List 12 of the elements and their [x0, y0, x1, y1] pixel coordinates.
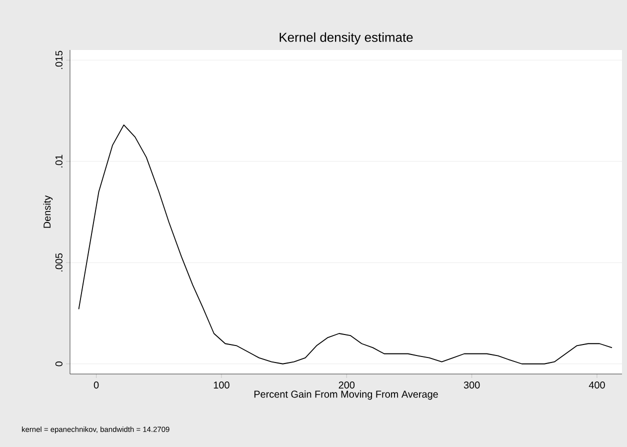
- y-tick-label: .015: [55, 50, 62, 69]
- x-axis-title: Percent Gain From Moving From Average: [254, 390, 438, 400]
- x-tick-label: 200: [338, 382, 355, 389]
- x-tick-label: 100: [214, 382, 230, 389]
- x-tick-label: 300: [464, 382, 480, 389]
- x-tick-label: 0: [94, 382, 99, 389]
- x-tick-label: 400: [588, 382, 605, 389]
- y-tick-label: 0: [55, 361, 62, 366]
- y-tick-label: .01: [55, 154, 62, 168]
- y-tick-label: .005: [55, 253, 62, 272]
- y-axis-title: Density: [43, 195, 53, 228]
- chart-title: Kernel density estimate: [280, 32, 413, 44]
